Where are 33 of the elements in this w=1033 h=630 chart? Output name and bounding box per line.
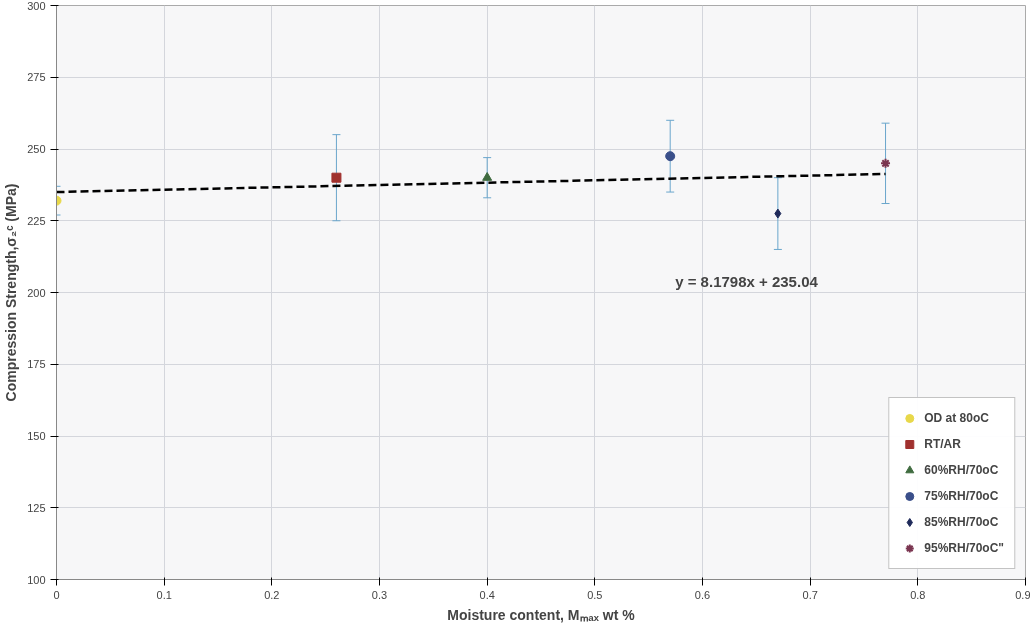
legend-label: OD at 80oC <box>924 411 989 425</box>
y-axis-title: Compression Strength,σ₂ᶜ (MPa) <box>3 183 20 402</box>
x-tick-label: 0.6 <box>694 588 711 601</box>
x-tick-label: 0.2 <box>264 588 280 601</box>
point <box>774 208 782 219</box>
legend-label: 85%RH/70oC <box>924 515 999 529</box>
legend-label: 95%RH/70oC" <box>924 541 1004 555</box>
x-tick-label: 0.9 <box>1015 588 1031 601</box>
point <box>482 172 493 181</box>
x-axis-title: Moisture content, Mₘₐₓ wt % <box>447 606 636 623</box>
x-tick-label: 0 <box>53 588 60 601</box>
y-tick-label: 300 <box>27 0 46 12</box>
point <box>331 172 342 183</box>
x-tick-label: 0.3 <box>371 588 388 601</box>
x-tick-label: 0.5 <box>587 588 603 601</box>
x-tick-label: 0.7 <box>802 588 818 601</box>
y-tick-label: 175 <box>27 358 46 371</box>
y-tick-label: 225 <box>27 214 46 227</box>
legend-label: RT/AR <box>924 437 961 451</box>
y-tick-label: 150 <box>27 430 46 442</box>
y-tick-label: 100 <box>27 573 46 586</box>
point <box>665 151 676 162</box>
point <box>880 157 892 169</box>
y-tick-label: 275 <box>27 71 46 84</box>
x-tick-label: 0.1 <box>156 588 172 601</box>
y-tick-label: 125 <box>27 501 46 514</box>
legend-label: 75%RH/70oC <box>924 489 999 503</box>
x-tick-label: 0.8 <box>910 588 926 601</box>
legend-label: 60%RH/70oC <box>924 463 999 477</box>
x-tick-label: 0.4 <box>479 588 495 601</box>
y-tick-label: 250 <box>27 143 46 155</box>
annotation: y = 8.1798x + 235.04 <box>675 272 819 290</box>
y-tick-label: 200 <box>27 286 46 299</box>
